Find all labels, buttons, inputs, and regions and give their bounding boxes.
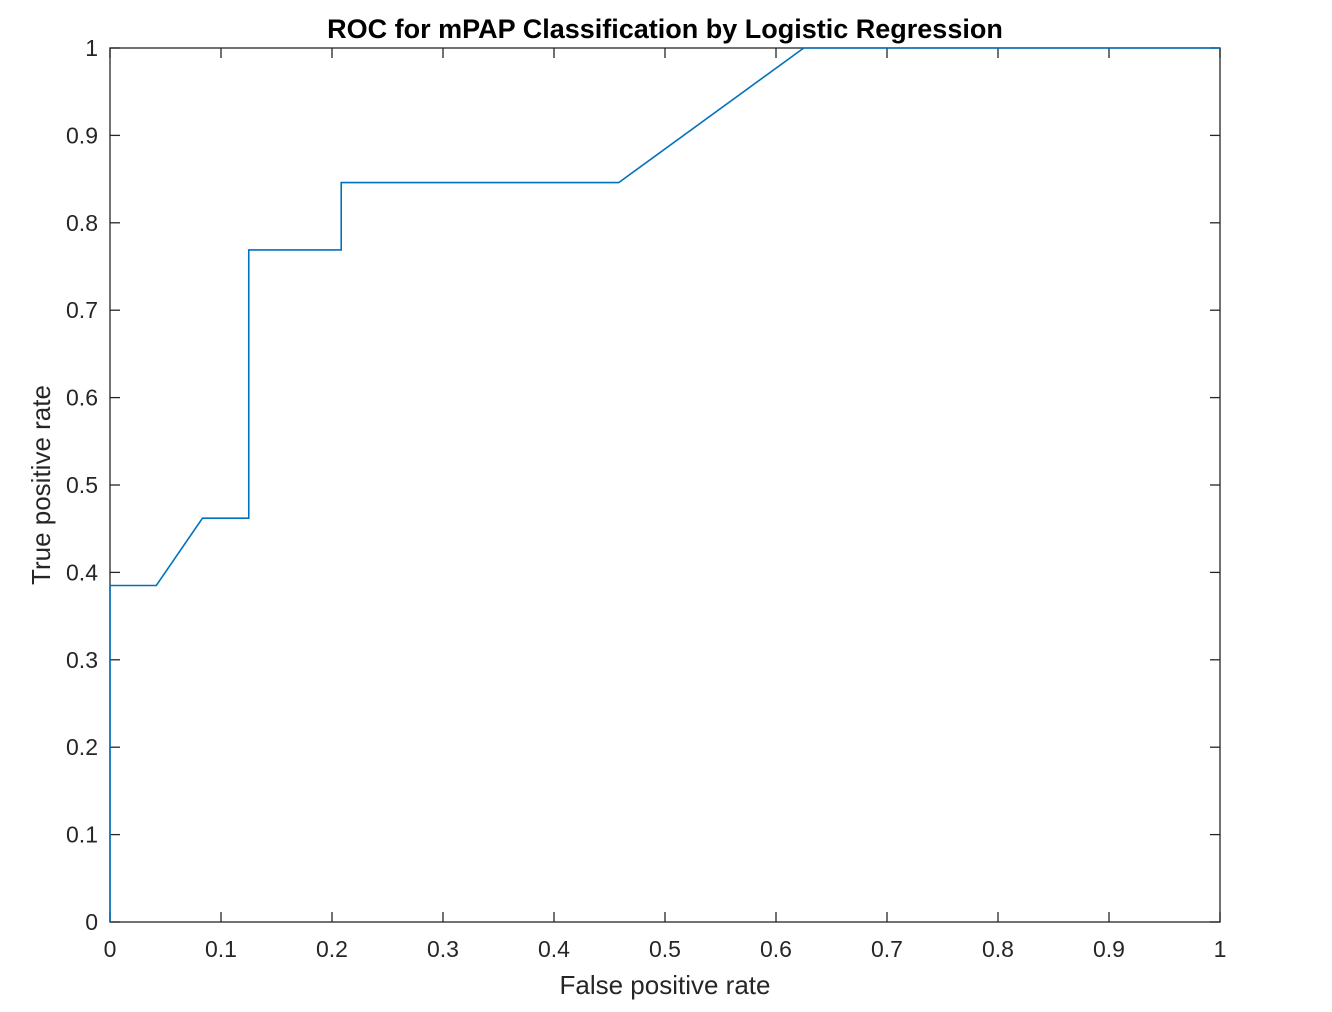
y-tick-label: 0.6 xyxy=(66,385,98,411)
y-tick-label: 0.7 xyxy=(66,297,98,323)
y-tick-label: 0 xyxy=(85,909,98,935)
x-tick-label: 0.7 xyxy=(871,936,903,962)
x-axis-tick-labels: 0 0.1 0.2 0.3 0.4 0.5 0.6 0.7 0.8 0.9 1 xyxy=(104,936,1227,962)
y-axis-tick-labels: 0 0.1 0.2 0.3 0.4 0.5 0.6 0.7 0.8 0.9 1 xyxy=(66,35,98,935)
y-axis-label: True positive rate xyxy=(26,385,56,585)
y-tick-label: 0.4 xyxy=(66,559,98,585)
x-tick-label: 0.6 xyxy=(760,936,792,962)
x-tick-label: 0.9 xyxy=(1093,936,1125,962)
x-tick-label: 0.1 xyxy=(205,936,237,962)
y-tick-label: 0.2 xyxy=(66,734,98,760)
x-tick-label: 0.4 xyxy=(538,936,570,962)
y-axis-ticks xyxy=(110,47,1220,923)
roc-curve-line xyxy=(109,47,1220,922)
chart-title: ROC for mPAP Classification by Logistic … xyxy=(327,14,1003,44)
plot-area-frame xyxy=(109,47,1221,923)
y-tick-label: 0.8 xyxy=(66,210,98,236)
x-tick-label: 0.3 xyxy=(427,936,459,962)
x-tick-label: 1 xyxy=(1214,936,1227,962)
y-tick-label: 0.3 xyxy=(66,647,98,673)
x-tick-label: 0.8 xyxy=(982,936,1014,962)
y-tick-label: 0.1 xyxy=(66,822,98,848)
y-tick-label: 0.5 xyxy=(66,472,98,498)
x-tick-label: 0.2 xyxy=(316,936,348,962)
x-axis-label: False positive rate xyxy=(560,970,771,1000)
x-tick-label: 0.5 xyxy=(649,936,681,962)
y-tick-label: 1 xyxy=(85,35,98,61)
x-tick-label: 0 xyxy=(104,936,117,962)
x-axis-ticks xyxy=(109,48,1221,922)
series-group xyxy=(109,47,1220,922)
y-tick-label: 0.9 xyxy=(66,122,98,148)
